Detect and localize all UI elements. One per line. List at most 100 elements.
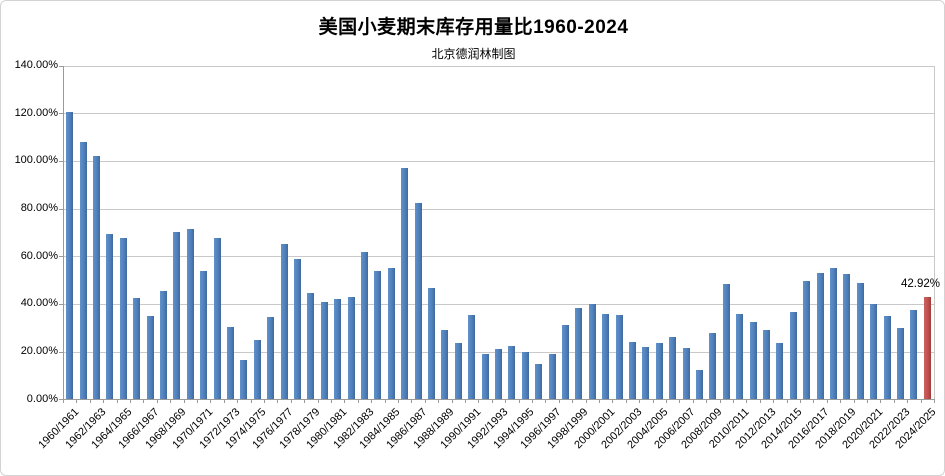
gridline-100.00% bbox=[63, 160, 934, 162]
bar-2008/2009 bbox=[709, 332, 717, 400]
y-axis-label: 40.00% bbox=[20, 297, 58, 310]
x-tick bbox=[116, 399, 118, 404]
x-tick bbox=[63, 399, 64, 404]
x-tick bbox=[384, 399, 386, 404]
x-tick bbox=[826, 399, 828, 404]
y-tick bbox=[59, 256, 63, 258]
y-axis-label: 140.00% bbox=[14, 59, 58, 71]
bar-2002/2003 bbox=[629, 342, 636, 400]
bar-2006/2007 bbox=[682, 348, 690, 400]
x-tick bbox=[156, 399, 158, 404]
bar-1994/1995 bbox=[521, 351, 529, 400]
chart-title: 美国小麦期末库存用量比1960-2024 bbox=[318, 17, 629, 38]
bar-2014/2015 bbox=[789, 312, 797, 400]
bar-2020/2021 bbox=[870, 303, 878, 400]
x-tick bbox=[317, 399, 319, 404]
x-tick bbox=[800, 399, 801, 404]
bar-1999/2000 bbox=[588, 303, 596, 400]
x-tick bbox=[237, 399, 239, 404]
bar-1986/1987 bbox=[414, 202, 422, 400]
x-tick bbox=[679, 399, 681, 404]
x-tick bbox=[666, 399, 667, 404]
chart-subtitle: 北京德润林制图 bbox=[431, 47, 516, 61]
x-tick bbox=[907, 399, 909, 404]
x-tick bbox=[706, 399, 708, 404]
x-tick bbox=[558, 399, 560, 404]
bar-1984/1985 bbox=[387, 268, 395, 400]
x-axis-line bbox=[63, 399, 935, 401]
plot-right-border bbox=[934, 65, 935, 400]
gridline-80.00% bbox=[63, 208, 934, 210]
x-tick bbox=[853, 399, 855, 404]
x-tick bbox=[478, 399, 480, 404]
bar-1981/1982 bbox=[347, 296, 355, 400]
x-tick bbox=[532, 399, 533, 404]
x-tick bbox=[89, 399, 91, 404]
bar-2024/2025 bbox=[923, 297, 931, 400]
x-tick bbox=[170, 399, 172, 404]
x-tick bbox=[880, 399, 882, 404]
bar-1996/1997 bbox=[548, 354, 556, 400]
bar-2015/2016 bbox=[803, 281, 811, 400]
bar-1985/1986 bbox=[401, 168, 409, 400]
bar-1963/1964 bbox=[106, 233, 114, 400]
y-tick bbox=[59, 208, 63, 210]
x-tick bbox=[264, 399, 265, 404]
x-tick bbox=[692, 399, 694, 404]
bar-2003/2004 bbox=[642, 346, 650, 400]
bar-1982/1983 bbox=[361, 251, 368, 400]
bar-1972/1973 bbox=[227, 326, 234, 400]
y-axis-label: 80.00% bbox=[20, 202, 58, 215]
x-tick bbox=[371, 399, 373, 404]
bar-1991/1992 bbox=[481, 354, 489, 400]
bar-2010/2011 bbox=[736, 313, 744, 400]
y-tick bbox=[59, 303, 63, 305]
x-tick bbox=[746, 399, 748, 404]
bar-1989/1990 bbox=[454, 343, 462, 400]
x-tick bbox=[612, 399, 614, 404]
bar-1962/1963 bbox=[93, 156, 100, 400]
bar-1969/1970 bbox=[186, 228, 194, 400]
x-tick bbox=[518, 399, 520, 404]
x-tick bbox=[491, 399, 493, 404]
x-tick bbox=[331, 399, 332, 404]
x-tick bbox=[920, 399, 922, 404]
y-tick bbox=[59, 160, 63, 162]
x-tick bbox=[719, 399, 721, 404]
gridline-40.00% bbox=[63, 303, 934, 305]
bar-1990/1991 bbox=[468, 314, 476, 400]
bar-2009/2010 bbox=[722, 283, 730, 400]
x-tick bbox=[197, 399, 198, 404]
x-tick bbox=[867, 399, 868, 404]
bar-1997/1998 bbox=[562, 325, 569, 400]
x-tick bbox=[143, 399, 145, 404]
bar-2012/2013 bbox=[763, 330, 770, 400]
x-tick bbox=[545, 399, 547, 404]
bar-2013/2014 bbox=[776, 343, 784, 400]
bar-1961/1962 bbox=[79, 141, 87, 400]
y-tick bbox=[59, 65, 63, 67]
x-tick bbox=[103, 399, 105, 404]
x-tick bbox=[451, 399, 453, 404]
bar-1992/1993 bbox=[495, 349, 502, 400]
x-tick bbox=[130, 399, 131, 404]
bar-1983/1984 bbox=[374, 270, 382, 400]
x-tick bbox=[572, 399, 574, 404]
x-tick bbox=[840, 399, 842, 404]
y-axis-label: 20.00% bbox=[20, 345, 58, 358]
bar-1987/1988 bbox=[428, 288, 435, 400]
bar-1973/1974 bbox=[240, 360, 248, 400]
x-tick bbox=[465, 399, 466, 404]
x-tick bbox=[813, 399, 815, 404]
bar-1995/1996 bbox=[535, 363, 543, 400]
x-tick bbox=[210, 399, 212, 404]
x-tick bbox=[652, 399, 654, 404]
y-axis-line bbox=[63, 65, 64, 400]
x-tick bbox=[585, 399, 587, 404]
x-tick bbox=[505, 399, 507, 404]
bar-1960/1961 bbox=[66, 112, 74, 400]
bar-1968/1969 bbox=[173, 232, 181, 400]
y-axis-label: 0.00% bbox=[26, 392, 58, 405]
bar-2007/2008 bbox=[696, 369, 703, 400]
